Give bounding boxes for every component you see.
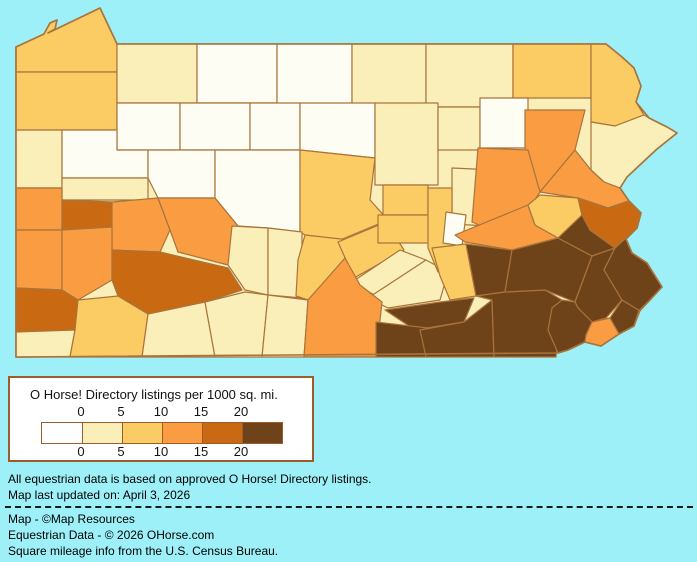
credit-census-bureau: Square mileage info from the U.S. Census… <box>8 544 279 558</box>
county-beaver <box>15 229 63 291</box>
county-lycoming <box>374 102 439 186</box>
legend-title: O Horse! Directory listings per 1000 sq.… <box>30 387 278 402</box>
county-mercer <box>15 129 63 189</box>
county-wayne <box>590 43 645 127</box>
county-warren <box>116 43 198 104</box>
credit-equestrian-data: Equestrian Data - © 2026 OHorse.com <box>8 528 215 542</box>
tick-top-20: 20 <box>233 404 249 419</box>
county-clarion <box>61 177 149 201</box>
county-washington <box>15 287 79 333</box>
county-cambria <box>227 225 269 296</box>
tick-top-15: 15 <box>193 404 209 419</box>
legend-swatch-1 <box>82 423 122 443</box>
tick-top-0: 0 <box>77 404 85 419</box>
tick-bottom-10: 10 <box>153 444 169 459</box>
county-clinton <box>299 102 376 159</box>
county-lawrence <box>15 187 63 231</box>
county-greene <box>15 329 76 358</box>
state-outline <box>15 7 678 358</box>
legend-swatch-5 <box>242 423 282 443</box>
county-crawford <box>15 71 118 131</box>
tick-bottom-15: 15 <box>193 444 209 459</box>
county-snyder <box>377 214 435 244</box>
legend-ticks-top: 0 5 10 15 20 <box>10 404 312 419</box>
county-union <box>382 184 429 216</box>
credit-map-resources: Map - ©Map Resources <box>8 512 135 526</box>
legend-swatch-4 <box>202 423 242 443</box>
county-franklin <box>303 257 383 358</box>
legend-box: O Horse! Directory listings per 1000 sq.… <box>8 376 314 462</box>
county-bedford <box>204 291 269 358</box>
legend-swatch-0 <box>42 423 82 443</box>
county-susquehanna <box>512 43 592 99</box>
tick-top-5: 5 <box>117 404 125 419</box>
county-adams <box>375 321 429 358</box>
legend-color-bar <box>41 422 283 444</box>
county-allegheny <box>61 226 113 301</box>
tick-bottom-0: 0 <box>77 444 85 459</box>
footer-note-data-source: All equestrian data is based on approved… <box>8 472 372 486</box>
county-tioga <box>351 43 427 108</box>
county-jefferson <box>147 149 216 199</box>
county-dauphin <box>431 243 477 301</box>
county-cameron <box>249 102 301 151</box>
legend-swatch-2 <box>122 423 162 443</box>
legend-swatch-3 <box>162 423 202 443</box>
legend-ticks-bottom: 0 5 10 15 20 <box>10 444 312 459</box>
county-mckean <box>196 43 278 104</box>
tick-bottom-5: 5 <box>117 444 125 459</box>
county-butler <box>61 199 113 231</box>
tick-top-10: 10 <box>153 404 169 419</box>
dashed-divider <box>5 506 693 508</box>
tick-bottom-20: 20 <box>233 444 249 459</box>
county-fulton <box>261 294 309 358</box>
county-sullivan <box>437 106 481 151</box>
county-potter <box>276 43 353 106</box>
county-wyoming <box>479 97 529 149</box>
county-forest <box>116 102 181 151</box>
footer-note-updated: Map last updated on: April 3, 2026 <box>8 488 191 502</box>
county-elk <box>179 102 251 151</box>
pennsylvania-county-map <box>15 7 678 358</box>
